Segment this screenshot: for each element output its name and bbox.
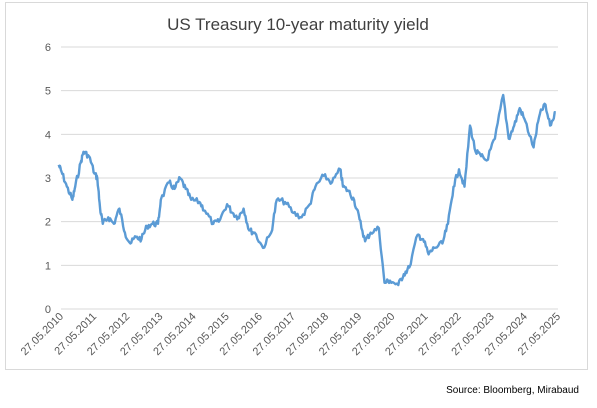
series-line bbox=[57, 93, 556, 287]
y-tick-label: 5 bbox=[45, 86, 51, 98]
y-tick-label: 2 bbox=[45, 217, 51, 229]
x-axis-ticks: 27.05.201027.05.201127.05.201227.05.2013… bbox=[19, 311, 563, 358]
y-tick-label: 1 bbox=[45, 260, 51, 272]
source-note: Source: Bloomberg, Mirabaud bbox=[446, 385, 579, 396]
gridlines bbox=[61, 46, 558, 310]
chart-title: US Treasury 10-year maturity yield bbox=[167, 15, 429, 34]
series-layer bbox=[57, 93, 556, 287]
y-tick-label: 4 bbox=[45, 129, 51, 141]
y-tick-label: 6 bbox=[45, 42, 51, 54]
y-axis-ticks: 0 1 2 3 4 5 6 bbox=[45, 42, 51, 316]
chart-frame: US Treasury 10-year maturity yield 0 1 2 3 4… bbox=[5, 2, 588, 370]
line-chart: US Treasury 10-year maturity yield 0 1 2 3 4… bbox=[19, 15, 563, 358]
y-tick-label: 3 bbox=[45, 173, 51, 185]
y-tick-label: 0 bbox=[45, 304, 51, 316]
